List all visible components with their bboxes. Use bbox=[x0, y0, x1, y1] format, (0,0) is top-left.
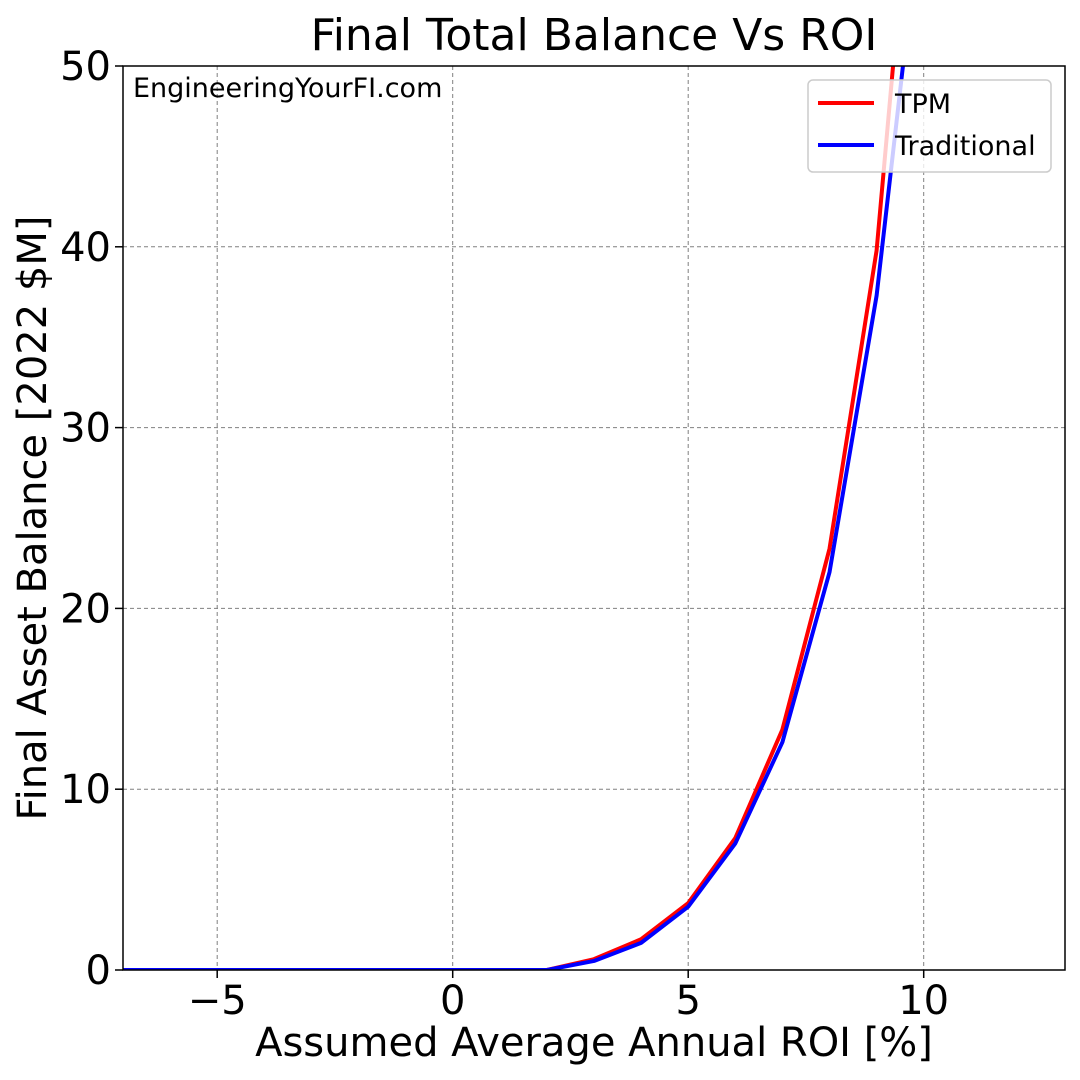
x-tick-label: 0 bbox=[440, 978, 465, 1024]
y-tick-label: 20 bbox=[60, 586, 111, 632]
x-tick-label: 10 bbox=[898, 978, 949, 1024]
legend-label-tpm: TPM bbox=[894, 89, 951, 120]
y-tick-label: 40 bbox=[60, 225, 111, 271]
y-tick-label: 0 bbox=[86, 948, 111, 994]
x-tick-label: −5 bbox=[188, 978, 247, 1024]
series-line-traditional bbox=[123, 66, 905, 970]
series-lines bbox=[123, 66, 905, 970]
y-tick-label: 50 bbox=[60, 44, 111, 90]
y-axis-label: Final Asset Balance [2022 $M] bbox=[10, 216, 56, 821]
y-tick-label: 10 bbox=[60, 767, 111, 813]
x-axis-label: Assumed Average Annual ROI [%] bbox=[255, 1020, 933, 1066]
plot-frame bbox=[122, 65, 1066, 971]
legend-label-traditional: Traditional bbox=[894, 131, 1036, 162]
grid bbox=[123, 65, 1065, 971]
series-line-tpm bbox=[123, 66, 896, 970]
chart-title: Final Total Balance Vs ROI bbox=[311, 10, 878, 61]
y-tick-label: 30 bbox=[60, 406, 111, 452]
legend: TPM Traditional bbox=[807, 79, 1052, 173]
x-tick-label: 5 bbox=[675, 978, 700, 1024]
ticks: −5 0 5 10 0 10 20 30 40 50 bbox=[60, 44, 949, 1024]
watermark-annotation: EngineeringYourFI.com bbox=[133, 73, 442, 104]
